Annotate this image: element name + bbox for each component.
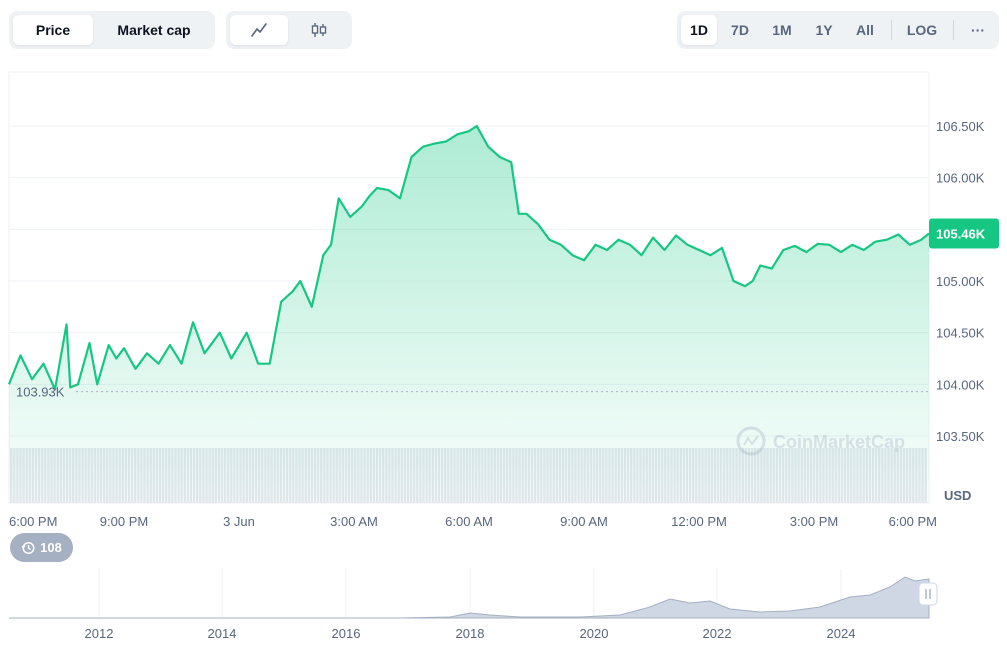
x-tick-label: 12:00 PM	[671, 514, 727, 529]
price-area	[9, 126, 929, 503]
last-price-label: 105.46K	[936, 226, 986, 241]
navigator-year-label: 2020	[580, 626, 609, 641]
price-chart[interactable]: 103.93K 106.50K106.00K105.50K105.00K104.…	[0, 60, 1007, 535]
navigator-handle[interactable]	[918, 582, 938, 606]
currency-label: USD	[944, 488, 971, 503]
range-7d[interactable]: 7D	[731, 22, 749, 38]
open-price-label: 103.93K	[16, 385, 65, 400]
x-tick-label: 9:00 PM	[100, 514, 148, 529]
navigator-year-label: 2024	[827, 626, 856, 641]
line-chart-icon	[251, 23, 267, 37]
navigator-year-label: 2014	[208, 626, 237, 641]
history-count: 108	[40, 540, 62, 555]
range-1d[interactable]: 1D	[681, 15, 717, 45]
pause-handle-icon	[925, 589, 931, 599]
navigator-year-label: 2018	[456, 626, 485, 641]
x-tick-label: 3:00 PM	[790, 514, 838, 529]
y-tick-label: 106.50K	[936, 119, 985, 134]
range-all[interactable]: All	[856, 22, 874, 38]
last-price-badge	[929, 218, 999, 249]
view-toggle: Price Market cap	[9, 11, 215, 49]
time-range-selector: 1D 7D 1M 1Y All LOG ···	[677, 11, 999, 49]
x-tick-label: 6:00 AM	[445, 514, 493, 529]
range-divider	[891, 20, 892, 40]
x-tick-label: 3 Jun	[223, 514, 255, 529]
watermark: CoinMarketCap	[736, 426, 905, 456]
log-scale-toggle[interactable]: LOG	[906, 22, 938, 38]
range-1m[interactable]: 1M	[772, 22, 792, 38]
x-tick-label: 3:00 AM	[330, 514, 378, 529]
watermark-text: CoinMarketCap	[773, 432, 905, 452]
market-cap-tab[interactable]: Market cap	[117, 22, 191, 38]
y-tick-label: 106.00K	[936, 171, 985, 186]
navigator-history-area	[9, 576, 930, 619]
navigator-year-label: 2022	[703, 626, 732, 641]
y-tick-label: 103.50K	[936, 429, 985, 444]
price-tab[interactable]: Price	[13, 15, 93, 45]
navigator-years: 2012 2014 2016 2018 2020 2022 2024	[85, 626, 856, 641]
price-line	[7, 124, 930, 391]
history-badge[interactable]: 108	[10, 533, 73, 562]
y-tick-label: 104.00K	[936, 377, 985, 392]
chart-type-toggle	[226, 11, 352, 49]
more-options-button[interactable]: ···	[971, 22, 985, 38]
y-tick-label: 105.00K	[936, 274, 985, 289]
y-axis: 106.50K106.00K105.50K105.00K104.50K104.0…	[936, 119, 985, 444]
x-axis: 6:00 PM 9:00 PM 3 Jun 3:00 AM 6:00 AM 9:00 AM…	[9, 514, 937, 529]
candlestick-icon	[311, 23, 327, 37]
range-divider	[953, 20, 954, 40]
y-tick-label: 104.50K	[936, 326, 985, 341]
range-navigator[interactable]: 2012 2014 2016 2018 2020 2022 2024	[0, 565, 1007, 650]
x-tick-label: 9:00 AM	[560, 514, 608, 529]
line-chart-button[interactable]	[230, 15, 288, 45]
candlestick-chart-button[interactable]	[290, 15, 348, 45]
x-tick-label: 6:00 PM	[889, 514, 937, 529]
history-icon	[21, 541, 35, 554]
x-tick-label: 6:00 PM	[9, 514, 57, 529]
navigator-year-label: 2012	[85, 626, 114, 641]
navigator-year-label: 2016	[332, 626, 361, 641]
range-1y[interactable]: 1Y	[815, 22, 833, 38]
